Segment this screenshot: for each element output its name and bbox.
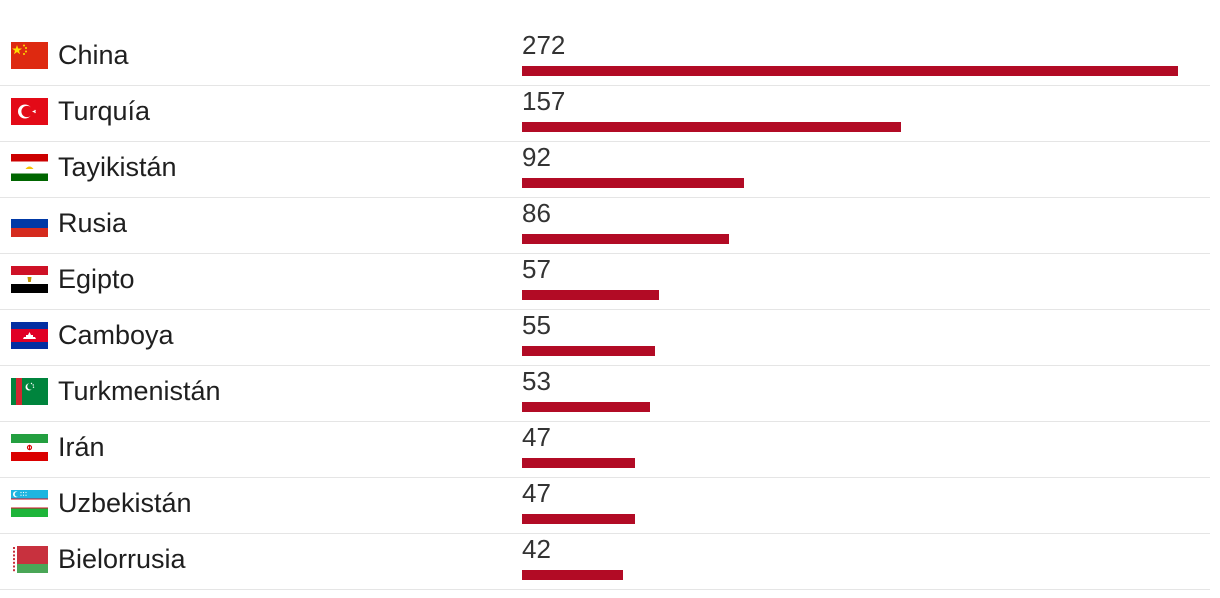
bar — [522, 66, 1178, 76]
data-label: 47 — [522, 478, 551, 508]
bar — [522, 458, 635, 468]
category-label: Tayikistán — [58, 152, 177, 182]
bar — [522, 122, 901, 132]
data-label: 272 — [522, 30, 566, 60]
bar — [522, 346, 655, 356]
chart-row: Egipto 57 — [0, 254, 1210, 310]
row-divider — [0, 309, 1210, 310]
data-label: 53 — [522, 366, 551, 396]
category-label: Egipto — [58, 264, 135, 294]
row-divider — [0, 533, 1210, 534]
row-divider — [0, 589, 1210, 590]
flag-belarus-icon — [11, 546, 48, 573]
bar — [522, 402, 650, 412]
bar — [522, 234, 729, 244]
row-divider — [0, 85, 1210, 86]
flag-russia-icon — [11, 210, 48, 237]
chart-row: Bielorrusia 42 — [0, 534, 1210, 590]
data-label: 47 — [522, 422, 551, 452]
data-label: 42 — [522, 534, 551, 564]
chart-row: Turkmenistán 53 — [0, 366, 1210, 422]
row-divider — [0, 253, 1210, 254]
data-label: 55 — [522, 310, 551, 340]
chart-row: Turquía 157 — [0, 86, 1210, 142]
row-divider — [0, 141, 1210, 142]
chart-row: Camboya 55 — [0, 310, 1210, 366]
row-divider — [0, 197, 1210, 198]
data-label: 157 — [522, 86, 566, 116]
row-divider — [0, 365, 1210, 366]
chart-row: Uzbekistán 47 — [0, 478, 1210, 534]
flag-egypt-icon — [11, 266, 48, 293]
category-label: Rusia — [58, 208, 128, 238]
category-label: China — [58, 40, 129, 70]
category-label: Camboya — [58, 320, 174, 350]
flag-iran-icon — [11, 434, 48, 461]
chart-row: China 272 — [0, 30, 1210, 86]
flag-turkey-icon — [11, 98, 48, 125]
flag-turkmenistan-icon — [11, 378, 48, 405]
row-divider — [0, 477, 1210, 478]
flag-china-icon — [11, 42, 48, 69]
category-label: Irán — [58, 432, 105, 462]
flag-tajikistan-icon — [11, 154, 48, 181]
bar — [522, 514, 635, 524]
row-divider — [0, 421, 1210, 422]
bar — [522, 178, 744, 188]
chart-row: Irán 47 — [0, 422, 1210, 478]
category-label: Bielorrusia — [58, 544, 186, 574]
flag-uzbekistan-icon — [11, 490, 48, 517]
data-label: 57 — [522, 254, 551, 284]
bar — [522, 290, 659, 300]
bar — [522, 570, 623, 580]
chart-row: Rusia 86 — [0, 198, 1210, 254]
category-label: Uzbekistán — [58, 488, 192, 518]
category-label: Turkmenistán — [58, 376, 221, 406]
chart-row: Tayikistán 92 — [0, 142, 1210, 198]
flag-cambodia-icon — [11, 322, 48, 349]
data-label: 92 — [522, 142, 551, 172]
data-label: 86 — [522, 198, 551, 228]
category-label: Turquía — [58, 96, 151, 126]
